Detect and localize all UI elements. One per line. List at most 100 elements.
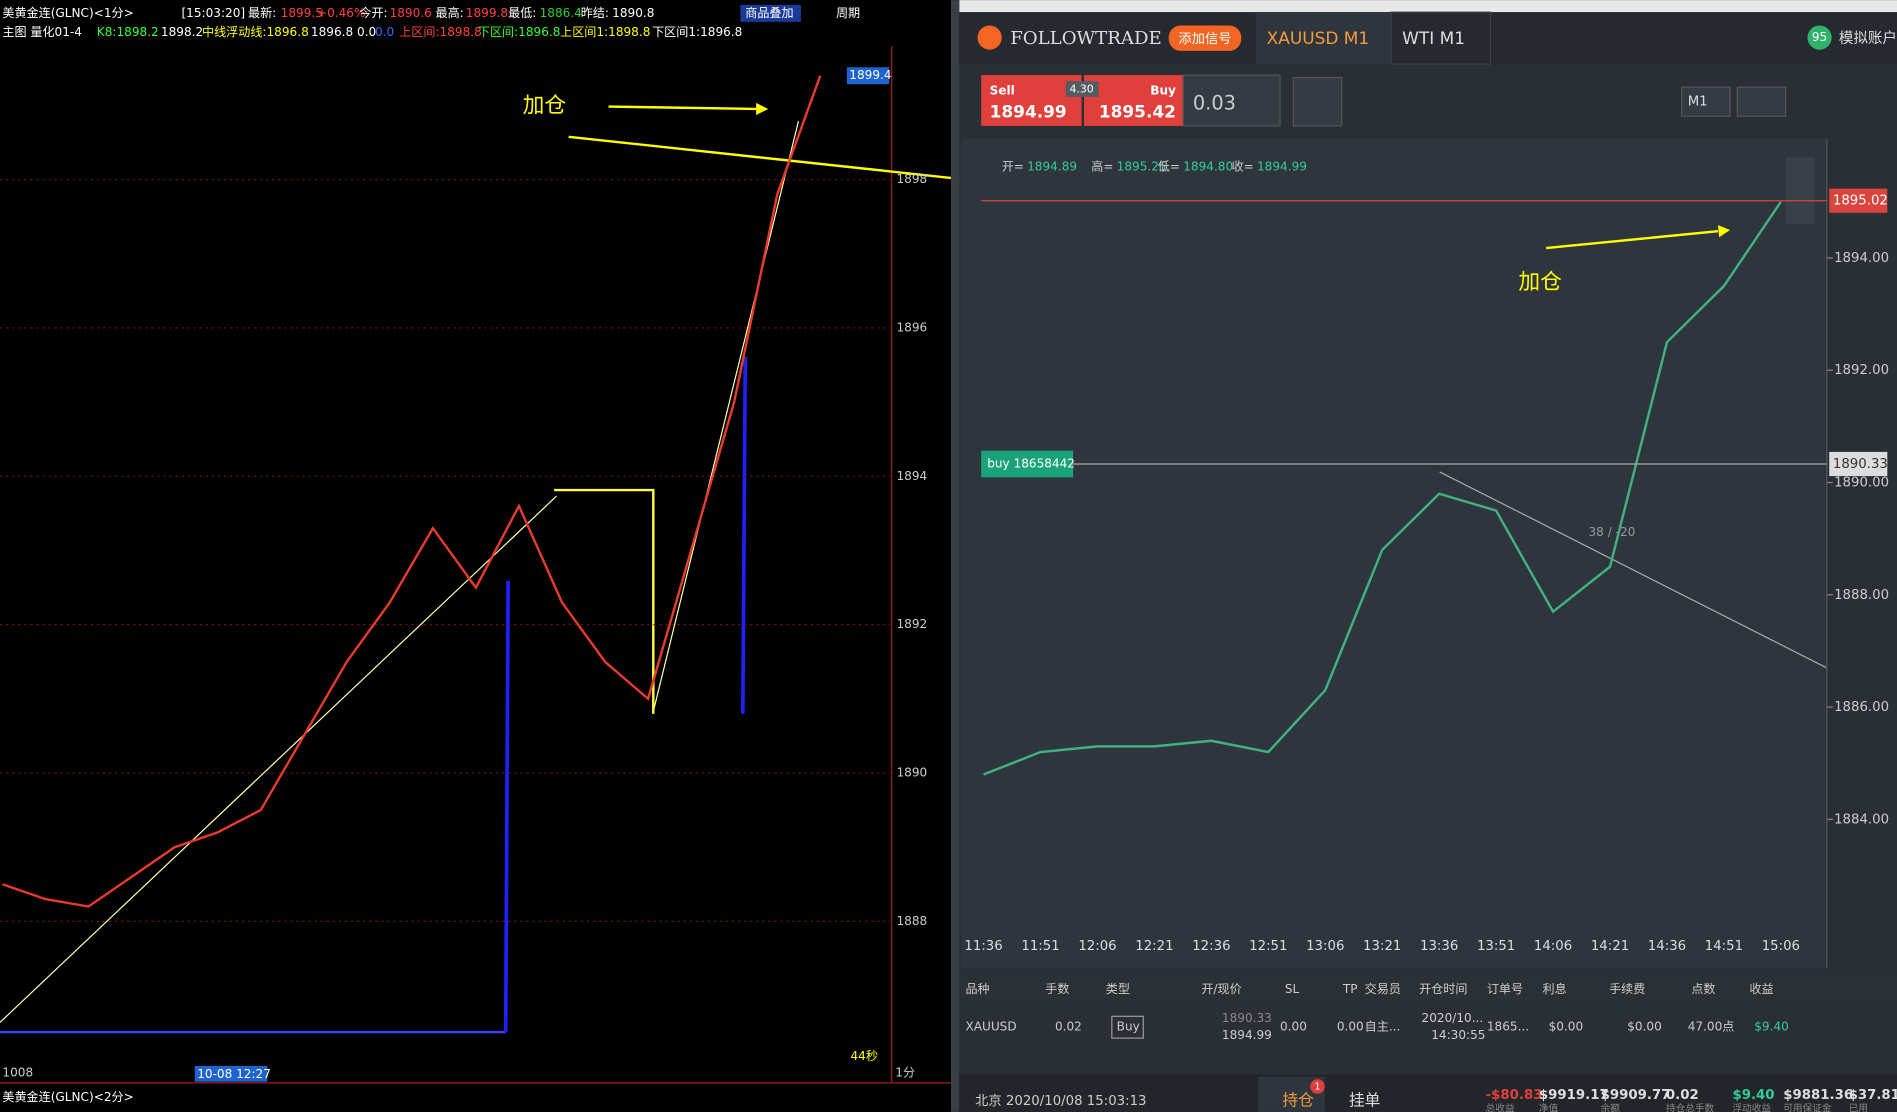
x-tick-label: 12:21 [1135, 939, 1173, 954]
column-header: 开/现价 [1201, 982, 1241, 996]
divider [950, 0, 960, 1112]
footer-text: 1008 [2, 1066, 33, 1080]
header-text: 1899.8 [466, 6, 508, 20]
ohlc-text: 收= [1232, 160, 1254, 174]
y-tick-label: 1890 [896, 766, 927, 780]
x-tick-label: 14:06 [1534, 939, 1572, 954]
chart-type-button[interactable] [1736, 86, 1787, 117]
summary-label: 总收益 [1486, 1102, 1515, 1112]
trend-label: 38 / -20 [1588, 525, 1635, 539]
summary-value: -$80.83 [1486, 1088, 1543, 1103]
annotation: 加仓 [1518, 270, 1562, 295]
table-header [959, 973, 1897, 1006]
last-price-box [846, 67, 890, 85]
chart-tools [1785, 157, 1815, 224]
logo [977, 25, 1002, 50]
indicator-text: 下区间:1896.8 [478, 25, 561, 39]
account: 模拟账户 [1839, 30, 1897, 47]
column-header: 品种 [965, 982, 989, 996]
cell: XAUUSD [965, 1020, 1016, 1034]
spread-box [1065, 81, 1099, 97]
window-top [959, 0, 1897, 13]
chart-area [961, 139, 1827, 968]
sell-button[interactable] [981, 75, 1082, 126]
indicator-text: 1896.8 0.0 [311, 25, 376, 39]
column-header: 交易员 [1365, 981, 1401, 996]
header-text: 今开: [359, 5, 387, 20]
tab[interactable] [1390, 11, 1492, 65]
header-text: 1886.4 [540, 6, 582, 20]
tab-active[interactable] [1255, 12, 1392, 65]
y-tick-label: 1884.00 [1834, 812, 1889, 827]
price-line [2, 75, 822, 908]
cell: $0.00 [1549, 1020, 1584, 1034]
brand: FOLLOWTRADE [1010, 28, 1162, 49]
position-price: 1890.33 [1833, 457, 1888, 472]
cell: 47.00点 [1688, 1020, 1735, 1034]
lots-input[interactable] [1182, 74, 1281, 127]
tab-label: WTI M1 [1402, 28, 1465, 48]
ohlc-text: 低= [1158, 160, 1180, 174]
header-text: 昨结: [581, 6, 609, 20]
add-signal-button[interactable] [1168, 25, 1242, 51]
x-tick-label: 13:21 [1363, 939, 1401, 954]
lots: 0.03 [1193, 92, 1236, 115]
step-line [741, 356, 748, 714]
indicator-text: 中线浮动线:1896.8 [202, 24, 309, 39]
tab-label: 持仓 [1282, 1091, 1314, 1110]
x-tick-label: 13:06 [1306, 939, 1344, 954]
spread: 4.30 [1069, 83, 1093, 96]
summary-label: 浮动收益 [1732, 1102, 1771, 1112]
header-text: 最高: [436, 5, 464, 20]
header-text: 1890.8 [612, 6, 654, 20]
indicator-text: 主图 量化01-4 [2, 25, 82, 39]
header-text: 周期 [836, 6, 860, 20]
badge-text: 95 [1812, 30, 1827, 44]
cell: 14:30:55 [1431, 1028, 1485, 1042]
cell: 0.00 [1337, 1020, 1364, 1034]
header-text: 美黄金连(GLNC)<1分> [2, 5, 133, 20]
ohlc-text: 高= [1091, 159, 1113, 174]
buy-button[interactable] [1084, 75, 1184, 126]
cell: 2020/10... [1422, 1011, 1484, 1025]
cell: Buy [1117, 1020, 1140, 1034]
cell: 自主... [1365, 1020, 1401, 1034]
count-badge [1310, 1079, 1325, 1094]
ohlc-text: 1894.89 [1027, 160, 1077, 174]
position-label: buy 18658442 [987, 457, 1075, 471]
x-tick-label: 11:51 [1021, 939, 1059, 954]
x-tick-label: 14:21 [1591, 939, 1629, 954]
tab-label: XAUUSD M1 [1267, 28, 1369, 48]
position-box [1829, 451, 1888, 477]
summary-label: 已用 [1849, 1103, 1868, 1112]
x-tick-label: 15:06 [1762, 939, 1800, 954]
ohlc-text: 1894.99 [1257, 160, 1307, 174]
column-header: 手数 [1045, 981, 1069, 996]
column-header: 类型 [1106, 982, 1130, 996]
timeframe: M1 [1688, 95, 1708, 110]
y-tick-label: 1892.00 [1834, 363, 1889, 378]
column-header: 收益 [1749, 982, 1773, 996]
range-box [554, 488, 655, 714]
countdown: 44秒 [851, 1049, 878, 1063]
x-tick-label: 12:36 [1192, 939, 1230, 954]
menu-button[interactable] [1292, 76, 1343, 127]
buy-label: Buy [1150, 83, 1176, 97]
badge [1807, 25, 1832, 50]
timeframe-button[interactable] [1681, 86, 1731, 117]
second-title: 美黄金连(GLNC)<2分> [2, 1089, 133, 1104]
step-line [503, 580, 510, 1033]
indicator-text: 下区间1:1896.8 [652, 25, 742, 39]
clock: 北京 2020/10/08 15:03:13 [975, 1093, 1146, 1109]
date-box [194, 1065, 268, 1082]
y-tick-label: 1888 [896, 914, 927, 928]
overlay-button[interactable] [740, 4, 801, 22]
last-price: 1899.4 [849, 68, 891, 82]
summary-label: 持仓总手数 [1666, 1102, 1715, 1112]
footer-period: 1分 [895, 1066, 915, 1080]
header-text: [15:03:20] [181, 6, 245, 20]
cell: $0.00 [1627, 1020, 1662, 1034]
column-header: 利息 [1543, 981, 1567, 996]
